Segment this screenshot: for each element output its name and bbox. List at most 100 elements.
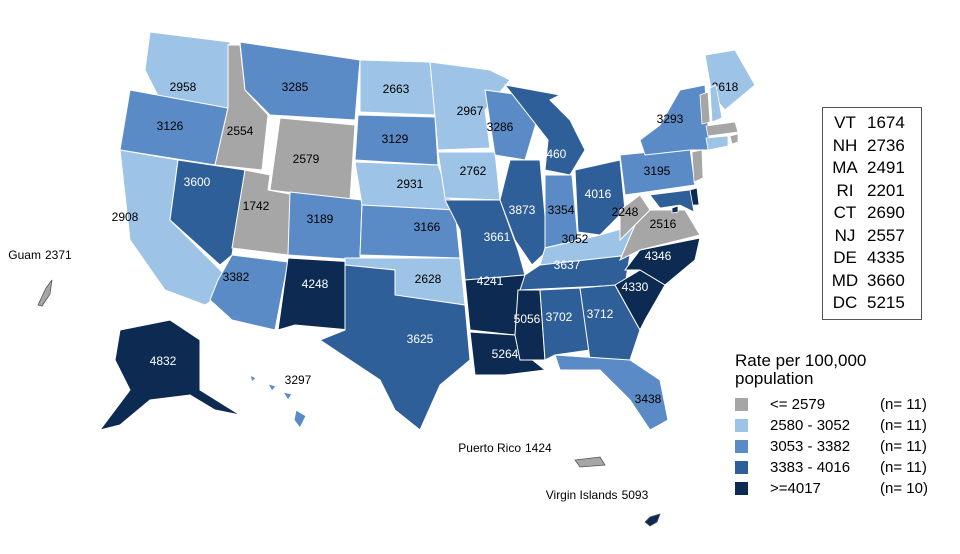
region	[266, 383, 277, 392]
region	[249, 374, 257, 383]
territory	[37, 279, 53, 307]
table-row: MA 2491	[823, 157, 921, 180]
state-abbr: VT	[834, 113, 856, 133]
territory-value: 5093	[622, 488, 649, 502]
region-value: 2579	[293, 152, 320, 166]
legend-count: (n= 11)	[880, 459, 927, 476]
small-state	[699, 91, 711, 125]
state-value: 3660	[867, 270, 905, 290]
region-value: 3189	[307, 212, 334, 226]
region-value: 3382	[223, 270, 250, 284]
state-value: 2557	[867, 225, 905, 245]
region	[619, 194, 651, 242]
legend-label: >=4017	[770, 480, 821, 497]
region-value: 4330	[622, 280, 649, 294]
state-value: 2201	[867, 180, 905, 200]
region-value: 3460	[540, 147, 567, 161]
state-abbr: MD	[831, 270, 859, 290]
state-abbr: NJ	[834, 225, 856, 245]
region-value: 4016	[585, 187, 612, 201]
territory	[574, 456, 606, 468]
region-value: 4346	[645, 249, 672, 263]
state-abbr: MA	[832, 158, 858, 178]
small-state	[691, 149, 704, 183]
legend-swatch	[735, 461, 748, 474]
region-value: 3625	[407, 332, 434, 346]
region	[239, 41, 361, 121]
legend-count: (n= 11)	[880, 396, 927, 413]
region-value: 3285	[282, 80, 309, 94]
region	[281, 391, 293, 401]
legend-label: 2580 - 3052	[770, 417, 851, 434]
region	[554, 354, 669, 431]
region-value: 3661	[484, 230, 511, 244]
territory-value: 2371	[45, 248, 72, 262]
legend-swatch	[735, 419, 748, 432]
table-row: DE 4335	[823, 247, 921, 270]
region-value: 3195	[644, 164, 671, 178]
legend-label: 3053 - 3382	[770, 438, 851, 455]
small-state	[705, 135, 729, 151]
state-value: 2736	[867, 135, 905, 155]
table-row: RI 2201	[823, 180, 921, 203]
region	[209, 254, 289, 331]
region-value: 3354	[548, 203, 575, 217]
small-state-table: VT 1674 NH 2736 MA 2491 RI 2201 CT 2690 NJ 2557 DE 43…	[822, 107, 922, 320]
state-abbr: CT	[833, 203, 857, 223]
territory-value: 1424	[525, 441, 552, 455]
small-state	[729, 133, 739, 145]
region	[98, 319, 241, 431]
territory-name: Guam	[8, 248, 41, 262]
region-value: 2967	[457, 104, 484, 118]
state-value: 1674	[867, 113, 905, 133]
region	[574, 159, 626, 236]
region-value: 5056	[514, 312, 541, 326]
table-row: NJ 2557	[823, 225, 921, 248]
region-value: 3702	[546, 310, 573, 324]
region	[539, 287, 591, 361]
state-abbr: NH	[832, 135, 858, 155]
region-value: 4248	[302, 277, 329, 291]
state-value: 4335	[867, 248, 905, 268]
small-state	[649, 189, 695, 213]
region	[614, 269, 666, 332]
state-value: 2690	[867, 203, 905, 223]
legend-label: 3383 - 4016	[770, 459, 851, 476]
table-row: VT 1674	[823, 112, 921, 135]
region-value: 2663	[383, 82, 410, 96]
region	[277, 257, 356, 331]
legend-swatch	[735, 440, 748, 453]
small-state	[709, 84, 723, 123]
legend-item: >=4017 (n= 10)	[735, 478, 945, 499]
region-value: 1742	[243, 199, 270, 213]
territory-label: Puerto Rico 1424	[458, 441, 552, 455]
legend-item: 3053 - 3382 (n= 11)	[735, 436, 945, 457]
region-value: 5264	[492, 347, 519, 361]
region-value: 3438	[635, 392, 662, 406]
legend-count: (n= 11)	[880, 438, 927, 455]
state-abbr: DE	[833, 248, 857, 268]
legend: Rate per 100,000 population <= 2579 (n= 1…	[735, 352, 945, 499]
region-value: 4241	[477, 274, 504, 288]
table-row: NH 2736	[823, 135, 921, 158]
region-value: 2931	[397, 177, 424, 191]
legend-count: (n= 10)	[880, 480, 928, 497]
region-value: 3126	[157, 119, 184, 133]
territory	[644, 513, 661, 527]
region-value: 3286	[487, 120, 514, 134]
region-value: 3637	[554, 258, 581, 272]
small-state	[705, 121, 739, 137]
legend-label: <= 2579	[770, 396, 826, 413]
region-value: 2628	[415, 272, 442, 286]
legend-count: (n= 11)	[880, 417, 927, 434]
region-value: 2554	[227, 124, 254, 138]
region-value: 3873	[509, 203, 536, 217]
territory-label: Guam 2371	[8, 248, 72, 262]
region	[429, 61, 511, 151]
region-value: 3712	[587, 307, 614, 321]
region-value: 3297	[285, 373, 312, 387]
legend-swatch	[735, 482, 748, 495]
table-row: MD 3660	[823, 270, 921, 293]
